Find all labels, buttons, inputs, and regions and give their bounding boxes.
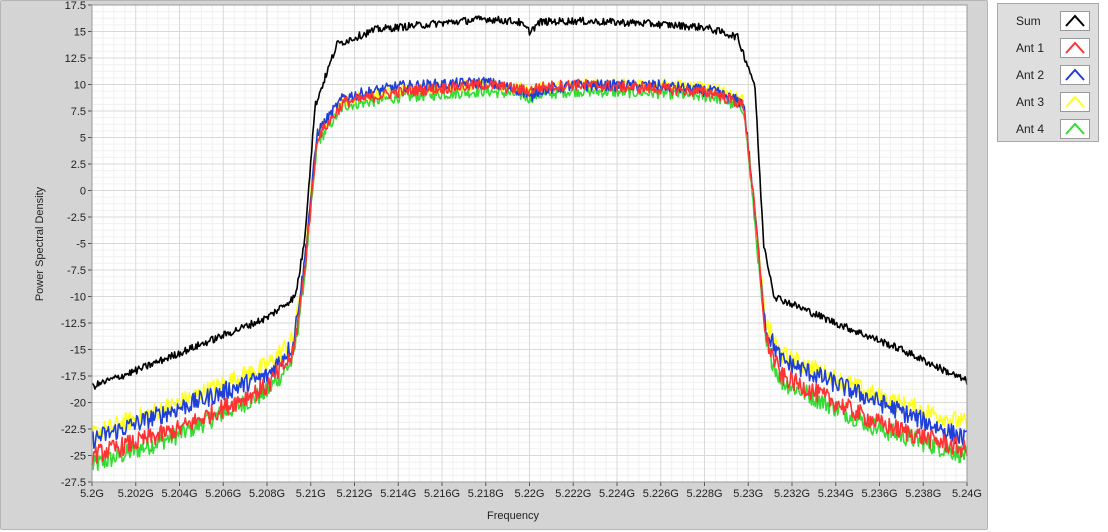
y-tick-label: -15 <box>70 345 86 357</box>
x-tick-label: 5.22G <box>515 488 545 500</box>
legend-swatch-icon <box>1060 65 1090 85</box>
x-tick-label: 5.234G <box>818 488 854 500</box>
x-tick-label: 5.222G <box>555 488 591 500</box>
y-tick-label: 0 <box>80 186 86 198</box>
x-tick-label: 5.218G <box>468 488 504 500</box>
x-tick-label: 5.214G <box>380 488 416 500</box>
legend-item-ant3[interactable]: Ant 3 <box>998 89 1098 115</box>
x-tick-label: 5.21G <box>296 488 326 500</box>
y-tick-label: 2.5 <box>71 159 86 171</box>
plot-border <box>91 4 968 483</box>
y-tick-label: -12.5 <box>61 318 86 330</box>
series-line-ant-3 <box>91 78 968 442</box>
x-tick-label: 5.2G <box>80 488 104 500</box>
x-axis-label: Frequency <box>487 510 539 522</box>
x-tick-label: 5.204G <box>161 488 197 500</box>
x-tick-label: 5.208G <box>249 488 285 500</box>
x-tick-label: 5.202G <box>118 488 154 500</box>
x-tick-label: 5.212G <box>336 488 372 500</box>
series-line-ant-2 <box>91 76 968 449</box>
x-tick-label: 5.23G <box>733 488 763 500</box>
graph-frame: 5.2G 5.202G 5.204G 5.206G 5.208G 5.21G 5.212G 5… <box>0 0 988 530</box>
x-tick-label: 5.228G <box>686 488 722 500</box>
y-tick-label: 7.5 <box>71 106 86 118</box>
y-tick-label: 12.5 <box>65 53 86 65</box>
plot-legend[interactable]: Sum Ant 1 Ant 2 Ant 3 Ant 4 <box>997 3 1099 142</box>
legend-item-ant1[interactable]: Ant 1 <box>998 35 1098 61</box>
legend-swatch-icon <box>1060 119 1090 139</box>
x-tick-label: 5.206G <box>205 488 241 500</box>
legend-label: Ant 4 <box>1016 122 1045 136</box>
y-tick-label: 17.5 <box>65 1 86 12</box>
x-tick-label: 5.224G <box>599 488 635 500</box>
y-tick-label: -22.5 <box>61 424 86 436</box>
x-tick-label: 5.238G <box>905 488 941 500</box>
x-tick-label: 5.216G <box>424 488 460 500</box>
y-axis-label: Power Spectral Density <box>34 186 46 301</box>
y-tick-label: -10 <box>70 292 86 304</box>
y-tick-label: -2.5 <box>67 212 86 224</box>
legend-swatch-icon <box>1060 11 1090 31</box>
x-tick-label: 5.232G <box>774 488 810 500</box>
y-tick-label: -5 <box>76 239 86 251</box>
legend-swatch-icon <box>1060 38 1090 58</box>
legend-label: Ant 2 <box>1016 68 1045 82</box>
y-tick-label: 15 <box>74 27 86 39</box>
y-tick-label: -17.5 <box>61 371 86 383</box>
y-tick-label: 5 <box>80 133 86 145</box>
series-line-ant-1 <box>91 78 968 466</box>
legend-item-sum[interactable]: Sum <box>998 8 1098 34</box>
series-line-sum <box>91 15 968 390</box>
x-tick-label: 5.236G <box>861 488 897 500</box>
y-tick-label: 10 <box>74 80 86 92</box>
y-tick-label: -7.5 <box>67 265 86 277</box>
legend-label: Sum <box>1016 14 1041 28</box>
legend-swatch-icon <box>1060 92 1090 112</box>
psd-chart: 5.2G 5.202G 5.204G 5.206G 5.208G 5.21G 5.212G 5… <box>34 1 982 522</box>
y-tick-label: -27.5 <box>61 477 86 489</box>
legend-item-ant2[interactable]: Ant 2 <box>998 62 1098 88</box>
legend-label: Ant 1 <box>1016 41 1045 55</box>
x-tick-label: 5.24G <box>952 488 982 500</box>
y-tick-label: -20 <box>70 398 86 410</box>
y-tick-label: -25 <box>70 451 86 463</box>
legend-item-ant4[interactable]: Ant 4 <box>998 116 1098 142</box>
x-tick-label: 5.226G <box>643 488 679 500</box>
legend-label: Ant 3 <box>1016 95 1045 109</box>
